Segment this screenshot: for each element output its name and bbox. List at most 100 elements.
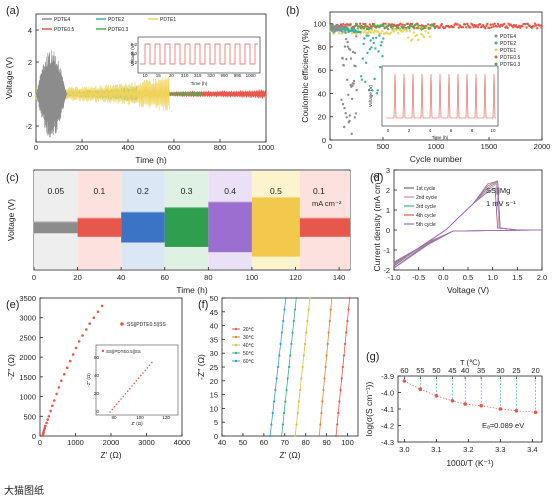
- f-point: [324, 365, 327, 369]
- g-toptick-label: 35: [477, 366, 485, 375]
- panel-a-data: [35, 50, 268, 138]
- b-point-PDTE0.5: [539, 24, 542, 27]
- b-point-PDTE0.3: [408, 27, 411, 30]
- a-inset-ytick-label: -0.2: [129, 60, 137, 65]
- e-inset-xlabel: Z' (Ω): [131, 421, 143, 426]
- c-band-0.2: [121, 212, 165, 243]
- b-xtick-label: 2000: [534, 142, 551, 151]
- b-legend-5: PDTE0.3: [500, 62, 521, 68]
- f-point: [302, 354, 305, 357]
- f-point: [346, 319, 349, 323]
- panel-c-ylabel: Voltage (V): [6, 199, 16, 241]
- b-point-PDTE1: [412, 31, 416, 34]
- b-point-PDTE4: [345, 58, 348, 61]
- g-point: [498, 407, 503, 411]
- a-ytick-label: 4: [28, 26, 32, 35]
- e-xtick-label: 2000: [103, 438, 120, 447]
- f-point: [319, 423, 322, 426]
- f-point: [295, 423, 298, 426]
- a-inset-ytick-label: 0.2: [131, 42, 138, 47]
- b-point-PDTE0.5: [535, 24, 538, 27]
- b-point-PDTE0.5: [485, 24, 488, 28]
- b-point-PDTE2: [364, 61, 368, 64]
- e-point: [63, 372, 66, 376]
- a-legend-4: PDTE0.5: [54, 27, 75, 33]
- c-band-0.1: [77, 218, 122, 237]
- f-point: [294, 308, 297, 311]
- c-xtick-label: 0: [32, 273, 36, 282]
- b-inset-xtick-label: 10: [490, 128, 496, 133]
- d-xtick-label: 0.5: [463, 273, 473, 282]
- f-point: [299, 388, 302, 392]
- a-inset-trace: [140, 43, 258, 65]
- b-point-PDTE4: [346, 78, 349, 82]
- a-xtick-label: 1000: [258, 143, 275, 152]
- f-xtick-label: 40: [218, 438, 226, 447]
- d-ytick-label: 3: [386, 166, 390, 175]
- g-toptick-label: 60: [400, 366, 408, 375]
- g-ytick-label: -4.0: [381, 389, 394, 398]
- f-ytick-label: 30: [210, 349, 218, 358]
- e-point: [51, 404, 54, 408]
- b-point-PDTE0.5: [426, 23, 430, 26]
- c-xtick-label: 80: [204, 273, 212, 282]
- b-point-PDTE0.5: [503, 22, 506, 26]
- f-legend-label: 50℃: [243, 351, 255, 357]
- b-point-PDTE1: [363, 29, 367, 32]
- g-toptick-label: 30: [496, 366, 504, 375]
- b-point-PDTE4: [347, 93, 350, 97]
- c-rate-label: 0.1: [93, 186, 105, 196]
- d-xtick-label: -1.0: [388, 273, 401, 282]
- b-point-PDTE0.5: [384, 22, 387, 25]
- e-inset-point: [120, 398, 122, 400]
- f-point: [276, 365, 280, 369]
- g-point: [434, 394, 439, 398]
- g-xtick-label: 3.3: [495, 445, 505, 454]
- e-inset-point: [109, 411, 111, 413]
- panel-f-ylabel: -Z'' (Ω): [196, 354, 206, 380]
- b-point-PDTE0.5: [457, 26, 460, 29]
- f-point: [300, 377, 303, 380]
- b-inset-xlabel: Time (h): [432, 135, 449, 140]
- b-inset-xtick-label: 6: [450, 128, 453, 133]
- b-point-PDTE4: [339, 27, 342, 30]
- b-point-PDTE4: [339, 25, 343, 29]
- c-band-0.05: [34, 222, 78, 234]
- b-point-PDTE1: [408, 30, 411, 33]
- b-point-PDTE1: [381, 29, 384, 33]
- d-xtick-label: 1.0: [487, 273, 497, 282]
- b-legend-2: PDTE2: [500, 41, 516, 47]
- a-legend-1: PDTE4: [54, 17, 70, 23]
- f-point: [287, 365, 291, 369]
- b-point-PDTE0.5: [496, 22, 500, 26]
- e-ytick-label: 0: [32, 432, 36, 441]
- panel-b-data: [329, 22, 543, 135]
- b-point-PDTE4: [349, 48, 352, 51]
- b-point-PDTE4: [343, 45, 347, 48]
- e-inset-point: [142, 372, 144, 374]
- panel-b-legend: PDTE4 PDTE2 PDTE1 PDTE0.5 PDTE0.3: [494, 34, 521, 68]
- f-ytick-label: 5: [214, 418, 218, 427]
- g-ytick-label: -4.2: [381, 422, 394, 431]
- e-point: [45, 421, 48, 425]
- b-point-PDTE1: [428, 35, 431, 38]
- a-xtick-label: 400: [122, 143, 135, 152]
- f-point: [301, 365, 304, 369]
- b-point-PDTE0.3: [349, 24, 352, 27]
- b-inset-xtick-label: 4: [429, 128, 432, 133]
- g-point: [402, 379, 407, 383]
- e-inset-point: [115, 403, 118, 406]
- panel-g: (g) T (℃) 3.0 3.1 3.2 3.3 3.4 -4.3 -4.2 -4.1 -4.…: [364, 351, 543, 468]
- b-point-PDTE1: [401, 30, 404, 33]
- c-xtick-label: 120: [289, 273, 302, 282]
- e-inset-point: [137, 377, 140, 380]
- a-inset-xtick-label: 320: [207, 73, 215, 78]
- b-point-PDTE1: [361, 28, 364, 31]
- b-point-PDTE1: [366, 31, 370, 34]
- e-point: [74, 346, 78, 350]
- f-legend-label: 20℃: [243, 327, 255, 333]
- panel-a-frame: [35, 13, 267, 143]
- b-point-PDTE0.5: [399, 22, 402, 25]
- e-inset-point: [133, 382, 135, 385]
- b-ytick-label: 20: [318, 113, 326, 122]
